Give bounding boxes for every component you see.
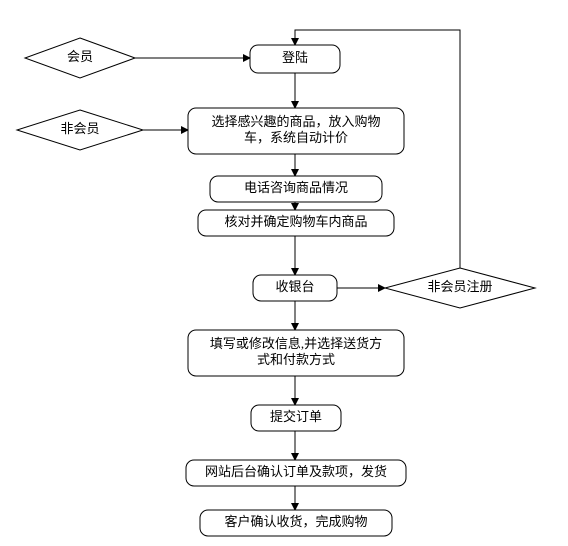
node-label: 提交订单 <box>270 409 322 424</box>
node-label: 车，系统自动计价 <box>244 130 348 145</box>
node-label: 收银台 <box>275 279 314 294</box>
node-label: 电话咨询商品情况 <box>244 180 348 195</box>
node-label: 填写或修改信息,并选择送货方 <box>210 336 382 351</box>
node-label: 会员 <box>67 49 93 64</box>
node-phone: 电话咨询商品情况 <box>210 176 382 202</box>
node-label: 式和付款方式 <box>257 352 335 367</box>
node-label: 客户确认收货，完成购物 <box>224 514 367 529</box>
node-select: 选择感兴趣的商品，放入购物车，系统自动计价 <box>188 108 404 154</box>
node-submit: 提交订单 <box>251 405 341 431</box>
node-nonmember: 非会员 <box>17 110 143 150</box>
node-label: 非会员注册 <box>427 279 492 294</box>
node-done: 客户确认收货，完成购物 <box>200 510 392 536</box>
node-label: 核对并确定购物车内商品 <box>224 214 367 229</box>
node-label: 选择感兴趣的商品，放入购物 <box>211 114 380 129</box>
node-fillinfo: 填写或修改信息,并选择送货方式和付款方式 <box>188 330 404 376</box>
node-label: 非会员 <box>60 121 99 136</box>
edges-layer <box>135 30 460 510</box>
node-member: 会员 <box>25 38 135 78</box>
node-backend: 网站后台确认订单及款项，发货 <box>186 460 406 486</box>
nodes-layer: 会员非会员登陆选择感兴趣的商品，放入购物车，系统自动计价电话咨询商品情况核对并确… <box>17 38 535 536</box>
node-register: 非会员注册 <box>385 268 535 308</box>
node-label: 登陆 <box>282 50 308 65</box>
node-login: 登陆 <box>250 45 340 73</box>
node-cashier: 收银台 <box>253 275 337 301</box>
node-confirm_cart: 核对并确定购物车内商品 <box>198 210 394 236</box>
node-label: 网站后台确认订单及款项，发货 <box>205 464 387 479</box>
